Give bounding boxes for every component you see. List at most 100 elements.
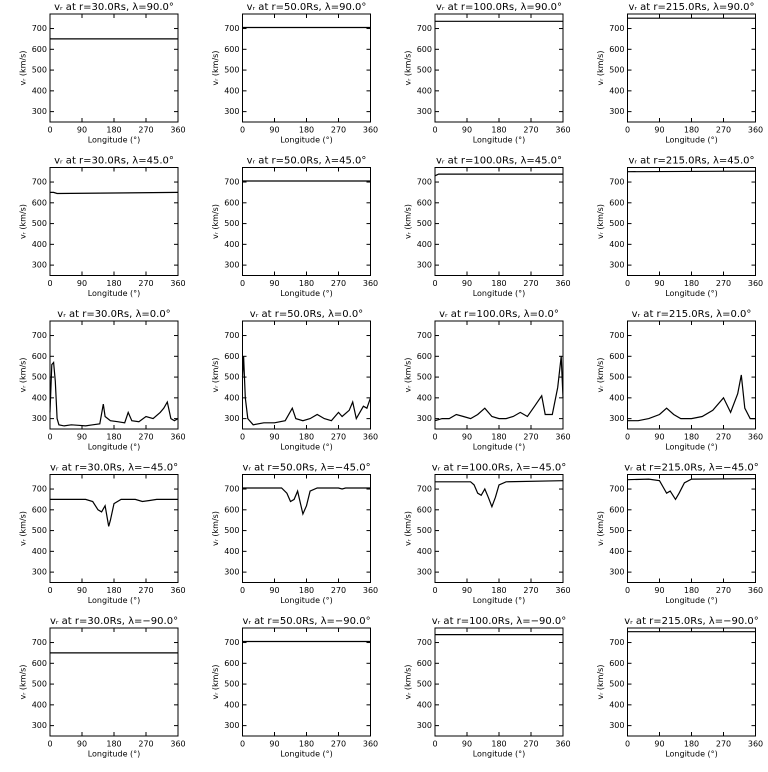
x-tick-label: 180 — [491, 740, 506, 749]
panel-title: vᵣ at r=215.0Rs, λ=45.0° — [628, 156, 754, 167]
x-tick-label: 0 — [625, 433, 630, 442]
y-tick-label: 400 — [32, 240, 47, 249]
x-axis-label: Longitude (°) — [88, 443, 141, 452]
y-tick-label: 500 — [609, 526, 624, 535]
x-tick-label: 0 — [625, 279, 630, 288]
x-tick-label: 90 — [654, 586, 664, 595]
y-axis-label: vᵣ (km/s) — [211, 511, 220, 546]
x-tick-label: 360 — [170, 279, 185, 288]
x-tick-label: 180 — [491, 279, 506, 288]
plot-frame — [49, 627, 179, 737]
y-tick-label: 300 — [224, 414, 239, 423]
y-tick-label: 600 — [224, 198, 239, 207]
y-tick-label: 700 — [417, 331, 432, 340]
data-line — [627, 170, 756, 173]
panel: vᵣ at r=100.0Rs, λ=−90.0° 0 90 180 270 360 300… — [404, 616, 571, 759]
y-tick-label: 500 — [609, 219, 624, 228]
x-tick-label: 90 — [654, 126, 664, 135]
y-tick-label: 600 — [417, 198, 432, 207]
panel-title: vᵣ at r=215.0Rs, λ=0.0° — [632, 309, 752, 320]
x-tick-label: 270 — [523, 126, 538, 135]
x-axis-label: Longitude (°) — [280, 289, 333, 298]
y-tick-label: 500 — [32, 219, 47, 228]
y-axis-label: vᵣ (km/s) — [596, 51, 605, 86]
y-axis-label: vᵣ (km/s) — [404, 665, 413, 700]
y-tick-label: 400 — [224, 240, 239, 249]
y-tick-label: 500 — [224, 526, 239, 535]
y-tick-label: 700 — [32, 638, 47, 647]
plot-frame — [627, 474, 756, 583]
x-axis-label: Longitude (°) — [665, 750, 718, 759]
x-tick-label: 360 — [748, 279, 763, 288]
x-tick-label: 180 — [684, 279, 699, 288]
data-line — [627, 478, 756, 501]
panel-title: vᵣ at r=30.0Rs, λ=−90.0° — [50, 616, 178, 627]
x-tick-label: 360 — [555, 126, 570, 135]
y-tick-label: 300 — [609, 568, 624, 577]
x-tick-label: 0 — [432, 586, 437, 595]
x-tick-label: 90 — [654, 740, 664, 749]
panel: vᵣ at r=215.0Rs, λ=−45.0° 0 90 180 270 360 300… — [596, 463, 763, 606]
x-tick-label: 180 — [299, 126, 314, 135]
y-tick-label: 600 — [224, 505, 239, 514]
y-axis-label: vᵣ (km/s) — [596, 665, 605, 700]
y-tick-label: 700 — [609, 331, 624, 340]
x-tick-label: 180 — [299, 740, 314, 749]
y-tick-label: 700 — [417, 24, 432, 33]
y-tick-label: 700 — [32, 24, 47, 33]
x-tick-label: 360 — [748, 740, 763, 749]
y-tick-label: 400 — [609, 86, 624, 95]
x-tick-label: 180 — [106, 740, 121, 749]
y-tick-label: 500 — [609, 373, 624, 382]
y-tick-label: 300 — [609, 261, 624, 270]
panel-title: vᵣ at r=50.0Rs, λ=0.0° — [250, 309, 363, 320]
panel: vᵣ at r=30.0Rs, λ=−45.0° 0 90 180 270 360 300 4… — [19, 463, 186, 606]
y-tick-label: 500 — [224, 66, 239, 75]
x-tick-label: 270 — [138, 586, 153, 595]
x-tick-label: 180 — [684, 740, 699, 749]
plot-frame — [627, 13, 756, 123]
y-tick-label: 400 — [224, 86, 239, 95]
y-tick-label: 400 — [417, 240, 432, 249]
y-tick-label: 300 — [224, 261, 239, 270]
y-tick-label: 400 — [224, 700, 239, 709]
y-axis-label: vᵣ (km/s) — [211, 51, 220, 86]
y-tick-label: 500 — [32, 373, 47, 382]
x-tick-label: 90 — [77, 279, 87, 288]
panel: vᵣ at r=30.0Rs, λ=90.0° 0 90 180 270 360 300 40… — [19, 2, 186, 145]
y-tick-label: 700 — [609, 638, 624, 647]
x-tick-label: 90 — [462, 279, 472, 288]
y-tick-label: 500 — [417, 373, 432, 382]
y-tick-label: 400 — [417, 393, 432, 402]
plot-frame — [49, 13, 179, 123]
y-tick-label: 400 — [32, 547, 47, 556]
y-tick-label: 300 — [417, 721, 432, 730]
plot-frame — [242, 13, 371, 123]
panel-title: vᵣ at r=100.0Rs, λ=−90.0° — [432, 616, 567, 627]
y-tick-label: 400 — [609, 240, 624, 249]
x-tick-label: 360 — [555, 279, 570, 288]
x-tick-label: 180 — [106, 433, 121, 442]
y-tick-label: 400 — [32, 700, 47, 709]
y-tick-label: 300 — [609, 414, 624, 423]
x-axis-label: Longitude (°) — [665, 289, 718, 298]
panel-title: vᵣ at r=215.0Rs, λ=−45.0° — [624, 463, 759, 474]
y-tick-label: 600 — [417, 505, 432, 514]
y-tick-label: 600 — [417, 352, 432, 361]
panel-title: vᵣ at r=30.0Rs, λ=−45.0° — [50, 463, 178, 474]
x-tick-label: 0 — [47, 279, 52, 288]
x-tick-label: 180 — [491, 586, 506, 595]
y-tick-label: 700 — [224, 331, 239, 340]
x-axis-label: Longitude (°) — [280, 443, 333, 452]
y-axis-label: vᵣ (km/s) — [404, 204, 413, 239]
x-tick-label: 90 — [77, 586, 87, 595]
plot-frame — [49, 320, 179, 430]
plot-frame — [242, 167, 371, 276]
x-tick-label: 360 — [748, 126, 763, 135]
x-axis-label: Longitude (°) — [665, 596, 718, 605]
y-tick-label: 400 — [417, 86, 432, 95]
panel: vᵣ at r=50.0Rs, λ=0.0° 0 90 180 270 360 300 400… — [211, 309, 378, 452]
y-tick-label: 700 — [224, 485, 239, 494]
y-tick-label: 400 — [417, 700, 432, 709]
panel: vᵣ at r=30.0Rs, λ=−90.0° 0 90 180 270 360 300 4… — [19, 616, 186, 759]
